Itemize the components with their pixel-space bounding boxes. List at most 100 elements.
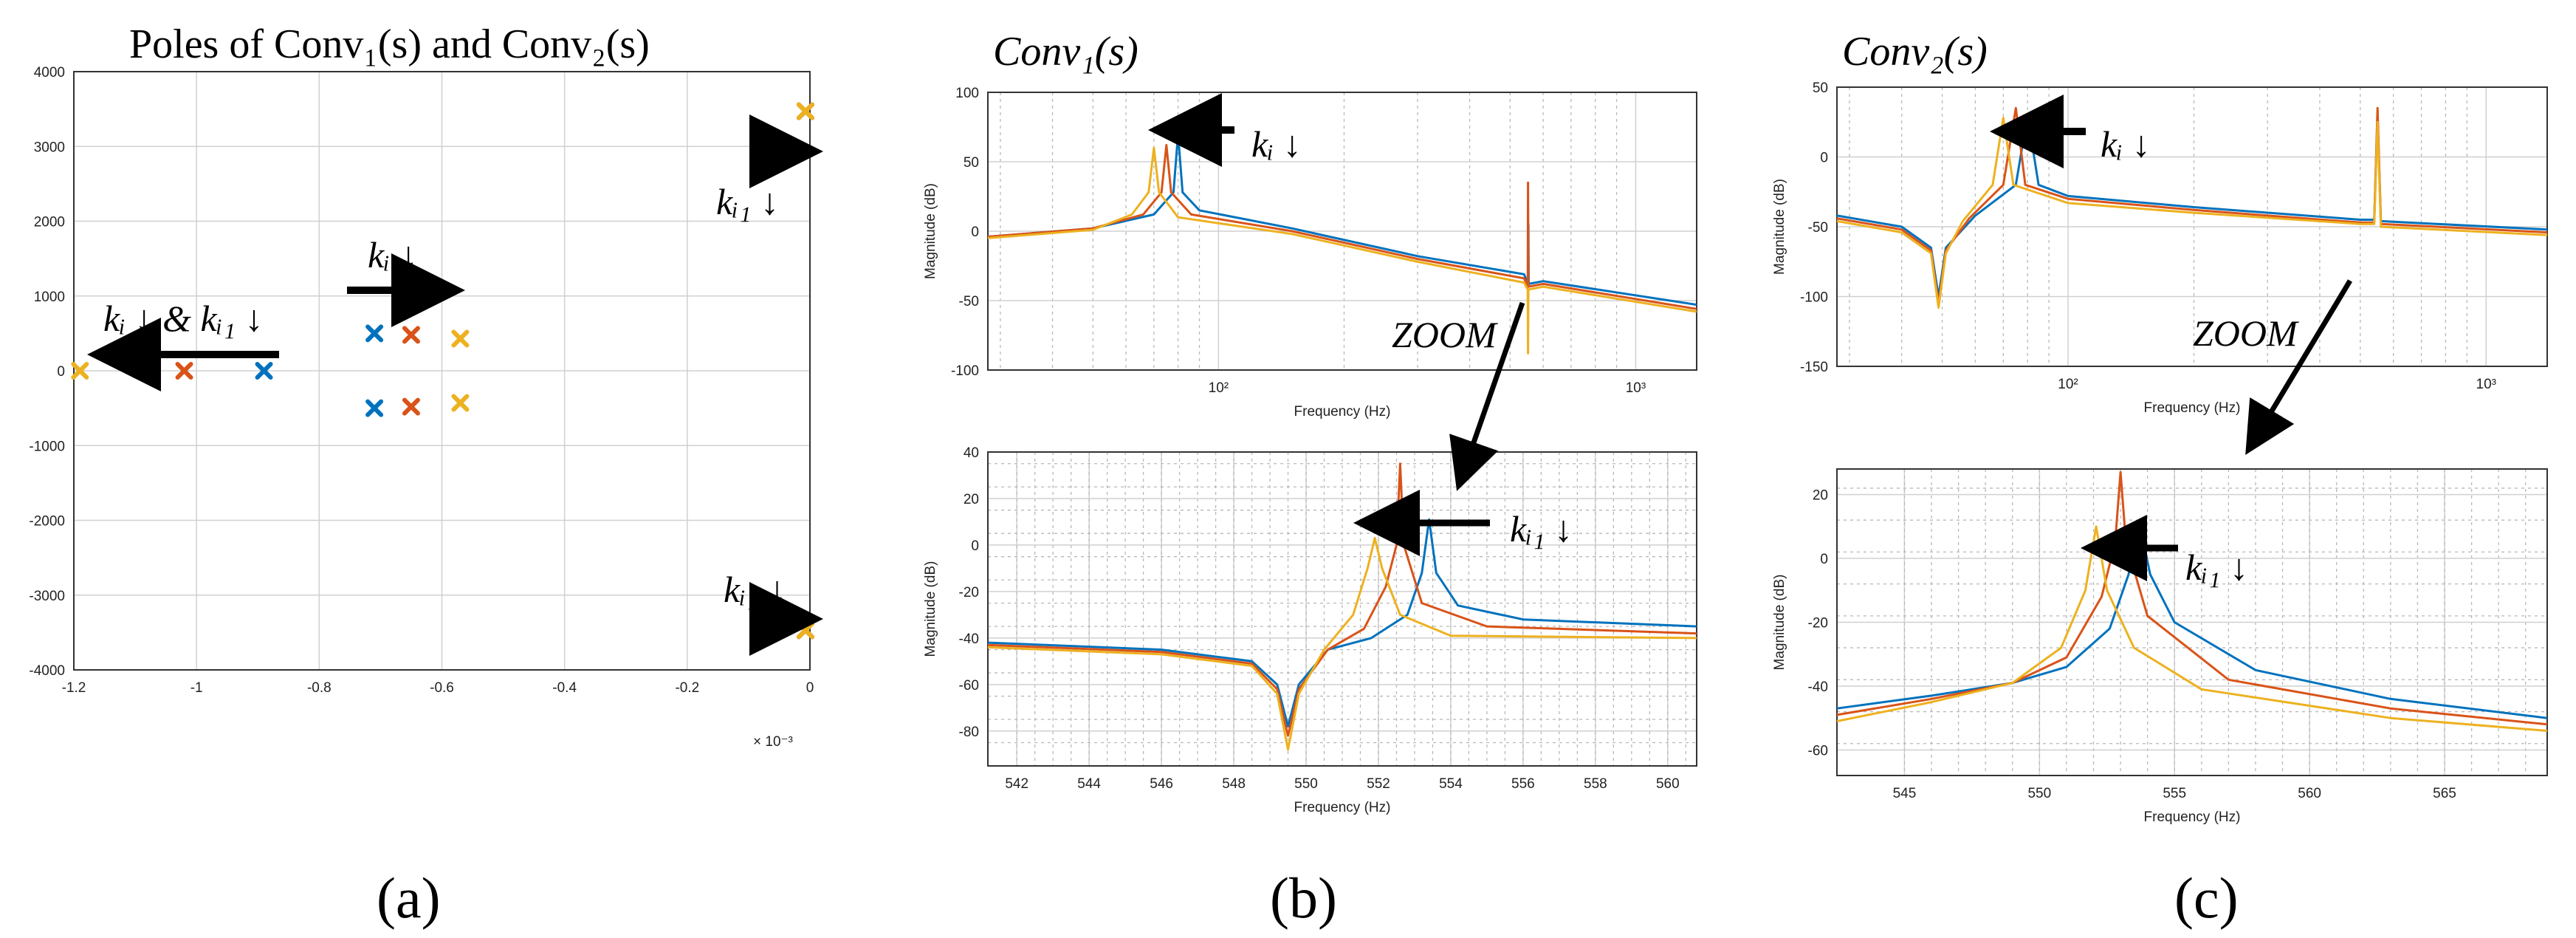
- y-tick-label: 20: [1813, 488, 1828, 504]
- x-tick-label: 565: [2433, 786, 2456, 801]
- series-line-yellow: [987, 537, 1697, 751]
- plot-frame: [1836, 468, 2548, 776]
- y-tick-label: 1000: [34, 290, 65, 305]
- conv1-zoom-chart: -80 -60 -40 -20 0 20 40 542 544 546 548 550 552 554 55…: [923, 445, 1697, 815]
- y-tick-label: 100: [955, 86, 979, 101]
- x-tick-label: 10²: [2058, 377, 2078, 392]
- series-line-red: [987, 143, 1697, 310]
- pole-marker-red: [402, 326, 420, 344]
- panel-label-b: (b): [1270, 866, 1337, 930]
- conv2-zoom-chart: -60 -40 -20 0 20 545 550 555 560 565 Frequency (Hz…: [1772, 468, 2548, 825]
- series-line-yellow: [987, 146, 1697, 355]
- poles-x-multiplier: × 10⁻³: [753, 734, 793, 750]
- annotation-ki1-conv1: kᵢ₁ ↓: [1510, 508, 1573, 550]
- x-tick-label: 552: [1367, 776, 1390, 792]
- y-tick-label: 2000: [34, 215, 65, 230]
- series-line-red: [987, 462, 1697, 737]
- plot-frame: [1836, 86, 2548, 367]
- y-tick-label: -20: [959, 585, 979, 600]
- x-tick-label: -1: [190, 680, 203, 696]
- x-tick-label: -0.6: [430, 680, 454, 696]
- y-tick-label: -60: [959, 678, 979, 694]
- x-tick-label: 550: [2027, 786, 2051, 801]
- x-tick-label: 555: [2163, 786, 2186, 801]
- x-tick-label: 560: [2298, 786, 2321, 801]
- y-tick-label: -4000: [29, 663, 65, 679]
- x-tick-label: 546: [1150, 776, 1173, 792]
- y-tick-label: 0: [971, 538, 979, 554]
- y-tick-label: -40: [1808, 679, 1828, 695]
- annotation-ki1-top: kᵢ₁ ↓: [716, 181, 779, 222]
- x-tick-label: -0.8: [307, 680, 332, 696]
- x-tick-label: 10²: [1209, 380, 1229, 396]
- x-tick-label: 544: [1077, 776, 1101, 792]
- zoom-arrow-conv1: [1449, 301, 1525, 491]
- x-tick-label: 550: [1294, 776, 1318, 792]
- conv1-title: Conv₁(s): [993, 29, 1138, 75]
- y-tick-label: -80: [959, 725, 979, 740]
- series-line-blue: [987, 518, 1697, 728]
- y-tick-label: -50: [1808, 220, 1828, 236]
- y-axis-label: Magnitude (dB): [1772, 575, 1787, 671]
- pole-marker-red: [175, 362, 193, 380]
- zoom-label-conv1: ZOOM: [1392, 314, 1498, 355]
- y-tick-label: 0: [57, 364, 65, 380]
- y-tick-label: 4000: [34, 65, 65, 81]
- x-tick-label: -1.2: [62, 680, 86, 696]
- y-tick-label: 0: [1820, 151, 1828, 166]
- y-axis-label: Magnitude (dB): [923, 561, 938, 657]
- plot-frame: [987, 92, 1697, 371]
- zoom-label-conv2: ZOOM: [2193, 312, 2299, 354]
- annotation-ki1-conv2: kᵢ₁ ↓: [2185, 547, 2248, 588]
- annotation-ki-conv2: kᵢ ↓: [2101, 123, 2151, 165]
- pole-marker-blue: [365, 399, 384, 417]
- annotation-ki-poles: kᵢ ↓: [368, 234, 418, 275]
- y-axis-label: Magnitude (dB): [923, 183, 938, 279]
- pole-marker-yellow: [451, 329, 470, 348]
- y-tick-label: -60: [1808, 743, 1828, 759]
- pole-marker-yellow: [451, 394, 470, 412]
- x-tick-label: -0.4: [552, 680, 577, 696]
- y-tick-label: 3000: [34, 140, 65, 155]
- plot-frame: [73, 71, 811, 671]
- y-tick-label: 40: [964, 445, 979, 461]
- annotation-ki-conv1: kᵢ ↓: [1251, 123, 1302, 165]
- y-tick-label: 0: [1820, 552, 1828, 567]
- conv2-bode-chart: -150 -100 -50 0 50 10² 10³ Frequency (Hz) Magnit…: [1772, 81, 2548, 416]
- plot-frame: [987, 451, 1697, 767]
- y-tick-label: -3000: [29, 589, 65, 604]
- x-axis-label: Frequency (Hz): [1294, 404, 1391, 420]
- y-tick-label: -1000: [29, 439, 65, 454]
- y-tick-label: -150: [1800, 360, 1828, 375]
- y-axis-label: Magnitude (dB): [1772, 179, 1787, 275]
- x-tick-label: 542: [1005, 776, 1028, 792]
- panel-label-c: (c): [2174, 866, 2239, 930]
- panel-label-a: (a): [377, 866, 441, 930]
- y-tick-label: 0: [971, 225, 979, 240]
- x-axis-label: Frequency (Hz): [1294, 800, 1391, 815]
- x-axis-label: Frequency (Hz): [2144, 400, 2241, 416]
- conv1-bode-chart: -100 -50 0 50 100 10² 10³ Frequency (Hz) Magnitu…: [923, 86, 1697, 420]
- x-tick-label: 548: [1222, 776, 1246, 792]
- series-line-yellow: [1836, 117, 2548, 309]
- y-tick-label: -100: [1800, 290, 1828, 306]
- x-tick-label: 554: [1439, 776, 1463, 792]
- y-tick-label: 20: [964, 492, 979, 507]
- x-tick-label: 560: [1656, 776, 1680, 792]
- annotation-ki1-bottom: kᵢ₁ ↓: [724, 569, 786, 610]
- zoom-arrow-conv2: [2245, 279, 2353, 456]
- y-tick-label: -100: [951, 363, 979, 379]
- y-tick-label: -40: [959, 631, 979, 647]
- y-tick-label: -20: [1808, 616, 1828, 631]
- pole-marker-blue: [255, 362, 273, 380]
- x-tick-label: 558: [1584, 776, 1607, 792]
- poles-title: Poles of Conv₁(s) and Conv₂(s): [129, 21, 650, 67]
- x-tick-label: 10³: [2476, 377, 2496, 392]
- pole-marker-red: [402, 397, 420, 416]
- poles-chart: -4000 -3000 -2000 -1000 0 1000 2000 3000 4000 -1.…: [29, 65, 814, 696]
- x-tick-label: 545: [1893, 786, 1917, 801]
- y-tick-label: 50: [1813, 81, 1828, 96]
- y-tick-label: -50: [959, 294, 979, 309]
- pole-marker-blue: [365, 324, 384, 343]
